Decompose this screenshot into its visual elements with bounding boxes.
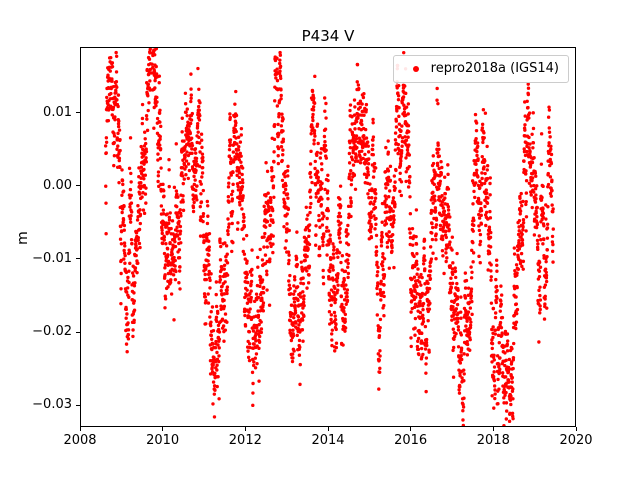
x-tick-mark <box>162 427 164 431</box>
x-tick-mark <box>327 427 329 431</box>
x-tick-label: 2010 <box>146 433 180 448</box>
x-tick-mark <box>575 427 577 431</box>
y-tick-label: −0.01 <box>32 250 72 266</box>
chart-title: P434 V <box>301 27 355 45</box>
legend-marker-icon <box>412 66 419 72</box>
legend: repro2018a (IGS14) <box>392 55 569 83</box>
y-tick-mark <box>76 258 80 260</box>
x-tick-label: 2014 <box>311 433 345 448</box>
x-tick-mark <box>492 427 494 431</box>
y-tick-label: 0.01 <box>43 104 72 120</box>
y-axis-label: m <box>14 231 31 245</box>
x-tick-label: 2008 <box>63 433 97 448</box>
y-tick-mark <box>76 331 80 333</box>
scatter-points <box>81 48 575 426</box>
y-tick-label: −0.02 <box>32 324 72 339</box>
y-tick-mark <box>76 404 80 406</box>
x-tick-label: 2020 <box>559 433 593 448</box>
x-tick-mark <box>244 427 246 431</box>
y-tick-mark <box>76 185 80 187</box>
plot-area: repro2018a (IGS14) <box>80 47 576 427</box>
x-tick-mark <box>410 427 412 431</box>
x-tick-label: 2012 <box>228 433 262 448</box>
y-tick-mark <box>76 112 80 114</box>
x-tick-mark <box>79 427 81 431</box>
legend-label: repro2018a (IGS14) <box>430 61 559 76</box>
y-tick-label: 0.00 <box>43 177 72 193</box>
x-tick-label: 2018 <box>476 433 510 448</box>
y-tick-label: −0.03 <box>32 397 72 413</box>
x-tick-label: 2016 <box>394 433 428 448</box>
